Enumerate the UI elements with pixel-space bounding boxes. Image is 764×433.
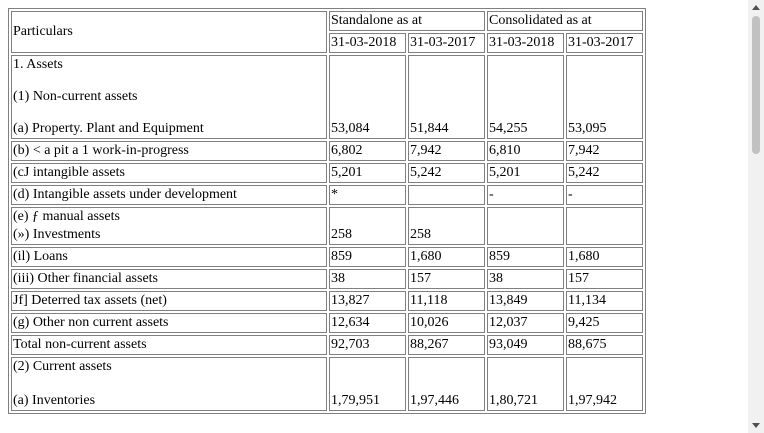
- value-cell: 859: [487, 247, 564, 267]
- scroll-up-arrow-icon[interactable]: [748, 0, 764, 16]
- particulars-header: Particulars: [11, 11, 327, 53]
- row-label: (cJ intangible assets: [11, 163, 327, 183]
- row-label-text: (») Investments: [13, 227, 101, 242]
- value-cell: 1,97,942: [566, 357, 643, 411]
- row-label: (g) Other non current assets: [11, 313, 327, 333]
- row-label: Total non-current assets: [11, 335, 327, 355]
- value-cell: 11,118: [408, 291, 485, 311]
- row-label-text: (a) Property. Plant and Equipment: [13, 121, 204, 136]
- value-cell: 11,134: [566, 291, 643, 311]
- table-row: (d) Intangible assets under development …: [11, 185, 643, 205]
- row-label: (il) Loans: [11, 247, 327, 267]
- value-cell: 93,049: [487, 335, 564, 355]
- row-label: (2) Current assets (a) Inventories: [11, 357, 327, 411]
- value-cell: 1,680: [566, 247, 643, 267]
- value-cell: 7,942: [566, 141, 643, 161]
- row-label: 1. Assets (1) Non-current assets (a) Pro…: [11, 55, 327, 139]
- value-cell: 51,844: [408, 55, 485, 139]
- table-row: (b) < a pit a 1 work-in-progress 6,802 7…: [11, 141, 643, 161]
- table-row: 1. Assets (1) Non-current assets (a) Pro…: [11, 55, 643, 139]
- value-cell: 38: [487, 269, 564, 289]
- table-row: (2) Current assets (a) Inventories 1,79,…: [11, 357, 643, 411]
- value-cell: [566, 207, 643, 245]
- value-cell: -: [487, 185, 564, 205]
- value-cell: 6,810: [487, 141, 564, 161]
- section-title: (2) Current assets: [13, 359, 112, 374]
- value-cell: 13,827: [329, 291, 406, 311]
- value-cell: [408, 185, 485, 205]
- value-cell: 1,97,446: [408, 357, 485, 411]
- value-cell: 88,675: [566, 335, 643, 355]
- value-cell: 1,80,721: [487, 357, 564, 411]
- value-cell: 1,680: [408, 247, 485, 267]
- row-label: (d) Intangible assets under development: [11, 185, 327, 205]
- row-label: (b) < a pit a 1 work-in-progress: [11, 141, 327, 161]
- date-header: 31-03-2017: [566, 33, 643, 53]
- row-label-text: (e) ƒ manual assets: [13, 209, 120, 224]
- value-cell: [487, 207, 564, 245]
- scroll-down-arrow-icon[interactable]: [748, 417, 764, 433]
- value-cell: 1,79,951: [329, 357, 406, 411]
- value-cell: 53,095: [566, 55, 643, 139]
- table-row: (il) Loans 859 1,680 859 1,680: [11, 247, 643, 267]
- value-cell: 157: [566, 269, 643, 289]
- total-row: Total non-current assets 92,703 88,267 9…: [11, 335, 643, 355]
- value-cell: 7,942: [408, 141, 485, 161]
- value-cell: 6,802: [329, 141, 406, 161]
- header-row: Particulars Standalone as at Consolidate…: [11, 11, 643, 53]
- value-cell: -: [566, 185, 643, 205]
- document-viewport: Particulars Standalone as at Consolidate…: [8, 8, 646, 414]
- section-subtitle: (1) Non-current assets: [13, 89, 138, 104]
- value-cell: 258: [329, 207, 406, 245]
- row-label: Jf] Deterred tax assets (net): [11, 291, 327, 311]
- date-header: 31-03-2018: [487, 33, 564, 53]
- value-cell: 5,242: [408, 163, 485, 183]
- row-label: (iii) Other financial assets: [11, 269, 327, 289]
- value-cell: *: [329, 185, 406, 205]
- consolidated-header: Consolidated as at: [487, 11, 643, 31]
- value-cell: 12,634: [329, 313, 406, 333]
- value-cell: 88,267: [408, 335, 485, 355]
- date-header: 31-03-2018: [329, 33, 406, 53]
- value-cell: 5,201: [487, 163, 564, 183]
- value-cell: 5,242: [566, 163, 643, 183]
- value-cell: 38: [329, 269, 406, 289]
- scrollbar-thumb[interactable]: [752, 16, 760, 154]
- value-cell: 12,037: [487, 313, 564, 333]
- value-cell: 53,084: [329, 55, 406, 139]
- table-row: (e) ƒ manual assets (») Investments 258 …: [11, 207, 643, 245]
- date-header: 31-03-2017: [408, 33, 485, 53]
- section-title: 1. Assets: [13, 57, 63, 72]
- table-row: (iii) Other financial assets 38 157 38 1…: [11, 269, 643, 289]
- value-cell: 5,201: [329, 163, 406, 183]
- table-row: (g) Other non current assets 12,634 10,0…: [11, 313, 643, 333]
- row-label: (e) ƒ manual assets (») Investments: [11, 207, 327, 245]
- value-cell: 258: [408, 207, 485, 245]
- row-label-text: (a) Inventories: [13, 393, 96, 408]
- table-row: Jf] Deterred tax assets (net) 13,827 11,…: [11, 291, 643, 311]
- standalone-header: Standalone as at: [329, 11, 485, 31]
- value-cell: 54,255: [487, 55, 564, 139]
- table-row: (cJ intangible assets 5,201 5,242 5,201 …: [11, 163, 643, 183]
- financial-table: Particulars Standalone as at Consolidate…: [8, 8, 646, 414]
- date-header-row: 31-03-2018 31-03-2017 31-03-2018 31-03-2…: [11, 33, 643, 53]
- value-cell: 157: [408, 269, 485, 289]
- value-cell: 10,026: [408, 313, 485, 333]
- value-cell: 9,425: [566, 313, 643, 333]
- vertical-scrollbar[interactable]: [748, 0, 764, 433]
- value-cell: 13,849: [487, 291, 564, 311]
- value-cell: 92,703: [329, 335, 406, 355]
- value-cell: 859: [329, 247, 406, 267]
